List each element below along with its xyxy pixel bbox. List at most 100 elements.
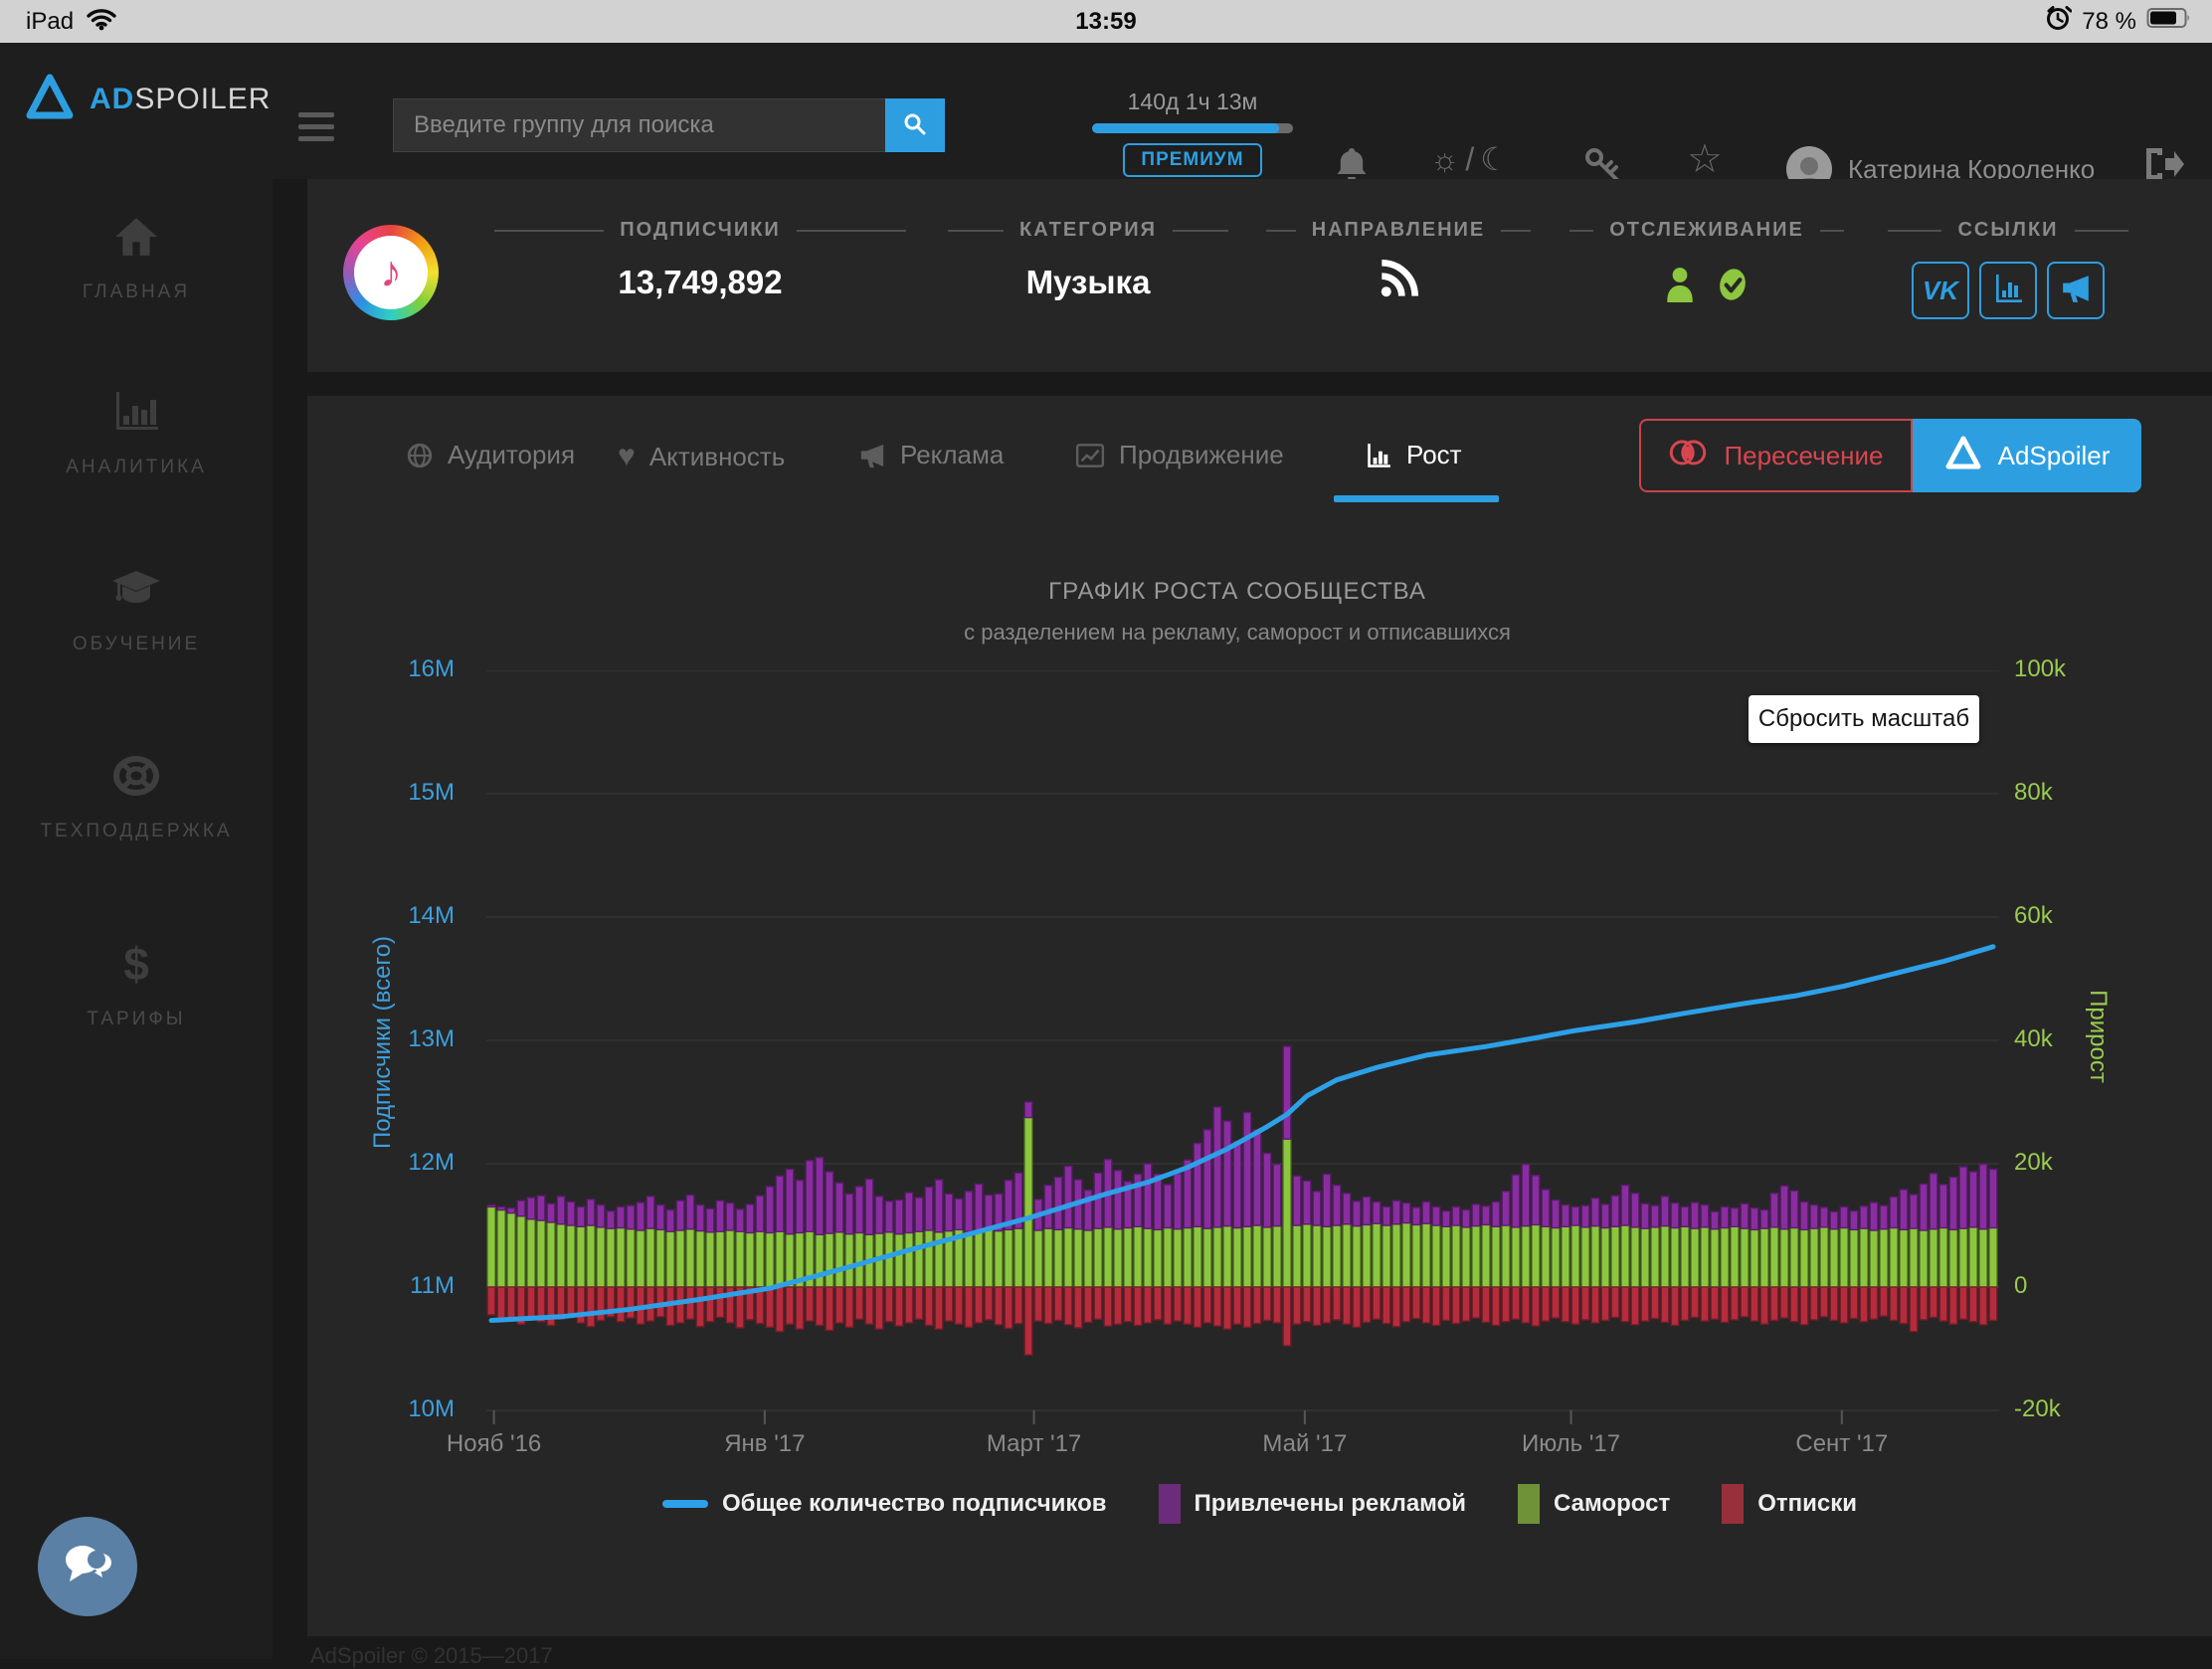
tab-ads[interactable]: Реклама	[858, 440, 1004, 470]
legend-selfgrowth[interactable]: Саморост	[1518, 1484, 1670, 1524]
chart-subtitle: с разделением на рекламу, саморост и отп…	[964, 620, 1511, 645]
chart-title: ГРАФИК РОСТА СООБЩЕСТВА	[1048, 578, 1426, 605]
promo-link-button[interactable]	[2047, 262, 2105, 319]
stat-direction: НАПРАВЛЕНИЕ	[1259, 219, 1538, 304]
venn-icon	[1668, 438, 1708, 474]
x-tick-label: Сент '17	[1795, 1430, 1889, 1457]
footer-copyright: AdSpoiler © 2015—2017	[310, 1643, 553, 1668]
sidebar-item-home[interactable]: ГЛАВНАЯ	[0, 215, 273, 303]
y-right-tick: 0	[2014, 1272, 2028, 1299]
megaphone-icon	[858, 443, 886, 468]
theme-switcher[interactable]: ☼ / ☾	[1430, 140, 1509, 178]
favorites-star-icon[interactable]: ☆	[1687, 137, 1723, 181]
theme-divider: /	[1465, 140, 1475, 177]
user-name: Катерина Короленко	[1848, 153, 2096, 184]
y-right-tick: 100k	[2014, 655, 2067, 682]
premium-badge[interactable]: ПРЕМИУМ	[1123, 143, 1262, 177]
menu-toggle-button[interactable]	[298, 112, 334, 148]
home-icon	[113, 218, 159, 263]
legend-unsubscribes[interactable]: Отписки	[1722, 1484, 1857, 1524]
battery-icon	[2146, 6, 2192, 37]
content-card: Аудитория ♥ Активность Реклама Продвижен…	[307, 396, 2212, 1636]
community-header: ♪ ПОДПИСЧИКИ 13,749,892 КАТЕГОРИЯ Музыка…	[307, 179, 2212, 372]
logo-text-spoiler: SPOILER	[134, 82, 272, 115]
community-avatar[interactable]: ♪	[343, 225, 439, 320]
subscribers-count: 13,749,892	[618, 264, 783, 300]
active-tab-indicator	[1334, 495, 1499, 502]
support-chat-button[interactable]	[38, 1517, 137, 1616]
search-button[interactable]	[885, 98, 945, 152]
reset-zoom-button[interactable]: Сбросить масштаб	[1749, 695, 1979, 743]
y-right-tick: 40k	[2014, 1025, 2053, 1052]
y-right-tick: 20k	[2014, 1149, 2053, 1176]
sidebar-nav: ГЛАВНАЯ АНАЛИТИКА ОБУЧЕНИЕ ТЕХПОДДЕРЖКА …	[0, 179, 273, 1659]
life-ring-icon	[112, 756, 160, 802]
stat-subscribers: ПОДПИСЧИКИ 13,749,892	[491, 219, 909, 301]
graduation-cap-icon	[110, 571, 162, 615]
dollar-icon: $	[123, 938, 149, 990]
vk-icon: VK	[1922, 275, 1959, 305]
top-navbar: ADSPOILER 140д 1ч 13м ПРЕМИУМ ☼ / ☾ ☆ Ка…	[0, 43, 2212, 192]
group-search	[393, 98, 945, 152]
y-left-tick: 12M	[408, 1149, 455, 1176]
legend-line-swatch	[661, 1500, 708, 1508]
stat-links: ССЫЛКИ VK	[1859, 219, 2157, 319]
rss-icon	[1259, 260, 1538, 304]
x-tick-label: Нояб '16	[446, 1430, 542, 1457]
sidebar-item-education[interactable]: ОБУЧЕНИЕ	[0, 569, 273, 655]
dark-theme-moon-icon[interactable]: ☾	[1480, 141, 1509, 177]
y-right-tick: 80k	[2014, 779, 2053, 806]
api-key-icon[interactable]	[1581, 144, 1623, 191]
stats-link-button[interactable]	[1979, 262, 2037, 319]
logout-icon[interactable]	[2140, 144, 2184, 189]
y-right-tick: -20k	[2014, 1395, 2061, 1422]
subscription-progressbar	[1092, 123, 1293, 133]
x-tick-label: Янв '17	[724, 1430, 806, 1457]
subscription-time-left: 140д 1ч 13м	[1127, 89, 1258, 114]
y-left-tick: 10M	[408, 1395, 455, 1422]
logo-text-ad: AD	[90, 82, 135, 115]
tab-activity[interactable]: ♥ Активность	[618, 440, 786, 472]
subscription-timer: 140д 1ч 13м ПРЕМИУМ	[1092, 89, 1293, 177]
legend-total[interactable]: Общее количество подписчиков	[661, 1490, 1107, 1518]
music-note-icon: ♪	[380, 248, 402, 296]
y-right-tick: 60k	[2014, 902, 2053, 929]
logo-triangle-icon	[24, 73, 76, 125]
megaphone-icon	[2060, 274, 2092, 308]
sidebar-item-pricing[interactable]: $ ТАРИФЫ	[87, 938, 186, 1029]
analytics-chart-icon	[112, 392, 160, 438]
x-tick-label: Июль '17	[1521, 1430, 1621, 1457]
tab-audience[interactable]: Аудитория	[406, 440, 575, 470]
battery-percent: 78 %	[2082, 7, 2136, 35]
legend-ads[interactable]: Привлечены рекламой	[1158, 1484, 1466, 1524]
growth-chart-svg[interactable]	[486, 670, 1999, 1436]
light-theme-sun-icon[interactable]: ☼	[1430, 140, 1460, 177]
search-input[interactable]	[393, 98, 885, 152]
stat-category: КАТЕГОРИЯ Музыка	[924, 219, 1252, 301]
adspoiler-logo[interactable]: ADSPOILER	[24, 73, 271, 125]
y-left-tick: 13M	[408, 1025, 455, 1052]
category-value: Музыка	[1025, 264, 1151, 300]
globe-icon	[406, 442, 434, 469]
adspoiler-button[interactable]: AdSpoiler	[1913, 419, 2141, 492]
bar-chart-icon	[1992, 273, 2024, 309]
sidebar-item-analytics[interactable]: АНАЛИТИКА	[0, 390, 273, 478]
chat-bubbles-icon	[59, 1540, 116, 1594]
tracking-check-icon[interactable]	[1715, 266, 1751, 308]
sidebar-item-support[interactable]: ТЕХПОДДЕРЖКА	[0, 754, 273, 842]
stat-tracking: ОТСЛЕЖИВАНИЕ	[1558, 219, 1856, 308]
intersection-button[interactable]: Пересечение	[1639, 419, 1913, 492]
device-label: iPad	[26, 7, 75, 35]
legend-unsubscribes-swatch	[1722, 1484, 1745, 1524]
tab-promotion[interactable]: Продвижение	[1075, 440, 1284, 470]
growth-bars-icon	[1365, 442, 1392, 469]
status-bar: iPad 13:59 78 %	[0, 0, 2212, 43]
chart-legend: Общее количество подписчиков Привлечены …	[307, 1484, 2212, 1524]
line-chart-icon	[1075, 442, 1105, 469]
triangle-logo-icon	[1944, 436, 1982, 476]
tab-growth[interactable]: Рост	[1365, 440, 1462, 470]
tracking-user-icon[interactable]	[1663, 266, 1697, 308]
y-left-tick: 15M	[408, 779, 455, 806]
vk-link-button[interactable]: VK	[1912, 262, 1969, 319]
legend-ads-swatch	[1158, 1484, 1181, 1524]
